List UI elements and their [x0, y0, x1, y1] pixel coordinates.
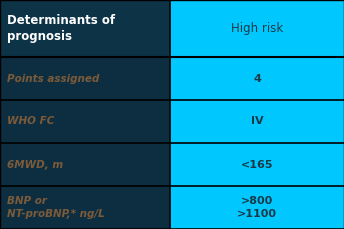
Bar — [170, 143, 344, 186]
Bar — [170, 186, 344, 229]
Text: BNP or
NT-proBNP,* ng/L: BNP or NT-proBNP,* ng/L — [7, 196, 105, 219]
Text: Determinants of
prognosis: Determinants of prognosis — [7, 14, 115, 43]
Bar — [170, 100, 344, 143]
Bar — [0, 100, 170, 143]
Text: 4: 4 — [253, 74, 261, 84]
Text: <165: <165 — [241, 160, 273, 169]
Text: WHO FC: WHO FC — [7, 117, 54, 126]
Bar — [0, 143, 170, 186]
Bar — [0, 0, 170, 57]
Text: High risk: High risk — [231, 22, 283, 35]
Bar — [0, 57, 170, 100]
Bar — [170, 57, 344, 100]
Text: 6MWD, m: 6MWD, m — [7, 160, 63, 169]
Bar — [170, 0, 344, 57]
Text: Points assigned: Points assigned — [7, 74, 99, 84]
Text: IV: IV — [251, 117, 264, 126]
Bar — [0, 186, 170, 229]
Text: >800
>1100: >800 >1100 — [237, 196, 277, 219]
